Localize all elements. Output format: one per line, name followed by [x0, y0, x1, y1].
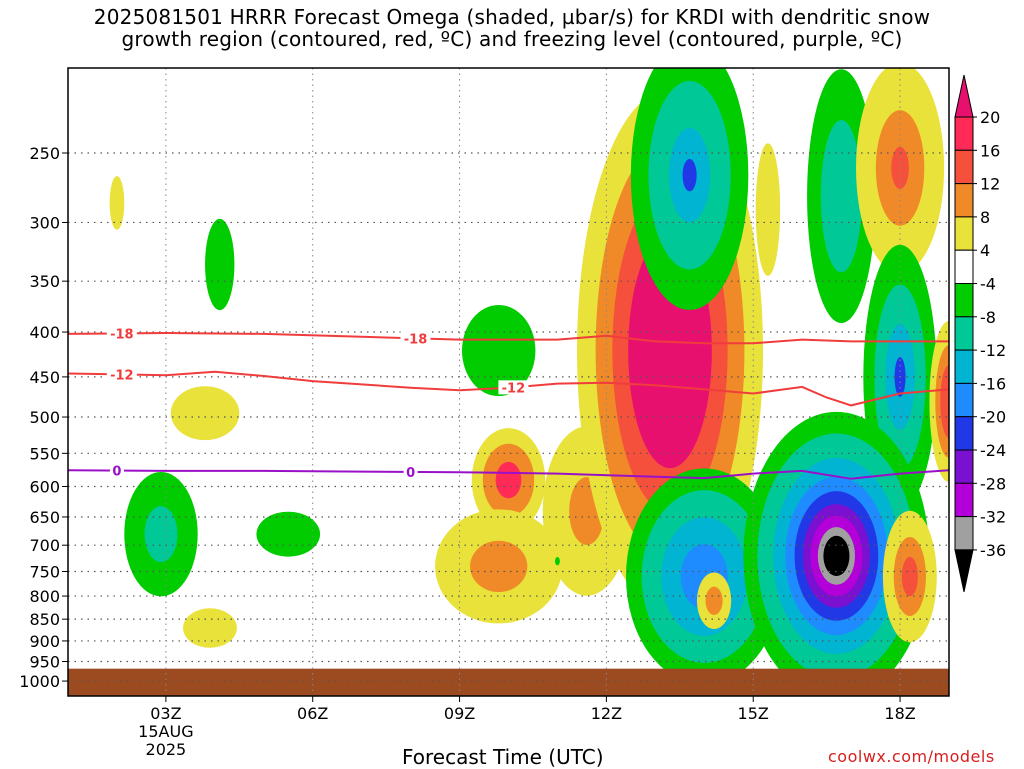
y-tick-label-950: 950 [29, 653, 60, 672]
y-tick-label-750: 750 [29, 562, 60, 581]
contour-line--18 [68, 331, 949, 345]
omega-region-2-0 [170, 386, 240, 441]
colorbar-bin-7 [954, 349, 974, 384]
contour-label-bg [400, 331, 431, 346]
x-tick-label-15Z: 15Z [738, 704, 769, 723]
omega-shading [109, 68, 949, 696]
colorbar-top-arrow [954, 74, 974, 118]
y-tick-label-900: 900 [29, 632, 60, 651]
omega-region-14-0 [755, 143, 781, 276]
omega-region-15-1 [820, 120, 862, 273]
contour-line--12 [68, 370, 949, 407]
omega-region-3-1 [144, 506, 178, 563]
colorbar-label--4: -4 [980, 275, 996, 294]
colorbar-bin-0 [954, 116, 974, 151]
y-tick-label-700: 700 [29, 536, 60, 555]
omega-region-4-0 [256, 511, 321, 557]
omega-region-21-0 [554, 557, 560, 566]
colorbar-label--28: -28 [980, 474, 1006, 493]
colorbar-bin-5 [954, 283, 974, 318]
ground-mask [68, 668, 949, 696]
contour-label-bg [106, 367, 137, 382]
y-tick-label-600: 600 [29, 477, 60, 496]
colorbar-bin-12 [954, 516, 974, 551]
contour-label--12: -12 [502, 381, 526, 396]
colorbar-bin-8 [954, 382, 974, 418]
y-tick-label-250: 250 [29, 144, 60, 163]
title-line-2: growth region (contoured, red, ºC) and f… [121, 27, 903, 51]
omega-region-13-1 [705, 586, 723, 615]
colorbar-bin-6 [954, 316, 974, 351]
chart-title: 2025081501 HRRR Forecast Omega (shaded, … [0, 6, 1024, 50]
colorbar-label--8: -8 [980, 308, 996, 327]
omega-region-11-3 [682, 159, 697, 192]
plot-frame [67, 67, 950, 697]
title-line-1: 2025081501 HRRR Forecast Omega (shaded, … [93, 5, 931, 29]
colorbar-label-8: 8 [980, 208, 990, 227]
contour-label--12: -12 [110, 368, 134, 383]
omega-region-19-2 [901, 556, 918, 597]
colorbar-label-4: 4 [980, 241, 990, 260]
y-tick-label-850: 850 [29, 610, 60, 629]
colorbar: 20 16 12 8 4 -4 -8 -12 -16 -20 -24 -28 -32 -36 [954, 74, 1006, 593]
x-tick-date: 15AUG [138, 722, 193, 741]
y-tick-label-450: 450 [29, 368, 60, 387]
x-axis-label: Forecast Time (UTC) [402, 745, 604, 769]
colorbar-bin-11 [954, 482, 974, 518]
omega-region-6-0 [462, 305, 536, 397]
contour-label-bg [106, 326, 137, 341]
omega-region-1-0 [205, 218, 235, 311]
y-tick-label-500: 500 [29, 408, 60, 427]
y-axis-ticks: 250 300 350 400 450 500 550 600 650 700 750 800 850 9… [19, 144, 68, 691]
x-tick-label-06Z: 06Z [297, 704, 328, 723]
omega-region-8-1 [470, 540, 528, 593]
y-tick-label-650: 650 [29, 508, 60, 527]
y-tick-label-400: 400 [29, 323, 60, 342]
omega-region-7-2 [495, 461, 522, 499]
colorbar-bin-9 [954, 416, 974, 451]
colorbar-label--16: -16 [980, 374, 1006, 393]
colorbar-label--20: -20 [980, 408, 1006, 427]
contour-label--18: -18 [110, 327, 134, 342]
contour-label-bg [498, 380, 529, 395]
contour-line-0 [68, 469, 949, 480]
omega-region-5-0 [183, 608, 237, 648]
contour-label-0: 0 [406, 466, 415, 481]
omega-region-0-0 [109, 176, 125, 230]
ground-fill [68, 668, 949, 696]
x-tick-label-18Z: 18Z [884, 704, 915, 723]
contour-label-0: 0 [112, 465, 121, 480]
x-tick-year: 2025 [146, 740, 187, 759]
colorbar-label--36: -36 [980, 541, 1006, 560]
colorbar-label-12: 12 [980, 175, 1000, 194]
x-tick-label-03Z: 03Z [150, 704, 181, 723]
colorbar-label--12: -12 [980, 341, 1006, 360]
colorbar-bin-4 [954, 249, 974, 284]
contour-label--18: -18 [404, 332, 428, 347]
colorbar-bin-3 [954, 216, 974, 251]
contour-label-bg [403, 464, 418, 479]
x-tick-label-09Z: 09Z [444, 704, 475, 723]
colorbar-bin-2 [954, 183, 974, 218]
y-tick-label-800: 800 [29, 587, 60, 606]
colorbar-bin-10 [954, 449, 974, 484]
colorbar-bin-1 [954, 149, 974, 185]
colorbar-label-20: 20 [980, 108, 1000, 127]
y-tick-label-350: 350 [29, 272, 60, 291]
y-tick-label-300: 300 [29, 213, 60, 232]
credit-link[interactable]: coolwx.com/models [828, 747, 995, 766]
omega-region-18-8 [823, 535, 850, 577]
temperature-contours: -18 -18 -12 -12 0 0 [68, 326, 949, 481]
colorbar-label--24: -24 [980, 441, 1006, 460]
contour-label-bg [109, 463, 124, 478]
colorbar-bottom-arrow [954, 549, 974, 593]
x-tick-label-12Z: 12Z [591, 704, 622, 723]
colorbar-label--32: -32 [980, 508, 1006, 527]
y-tick-label-550: 550 [29, 444, 60, 463]
colorbar-label-16: 16 [980, 141, 1000, 160]
y-tick-label-1000: 1000 [19, 672, 60, 691]
omega-region-20-2 [940, 365, 949, 438]
